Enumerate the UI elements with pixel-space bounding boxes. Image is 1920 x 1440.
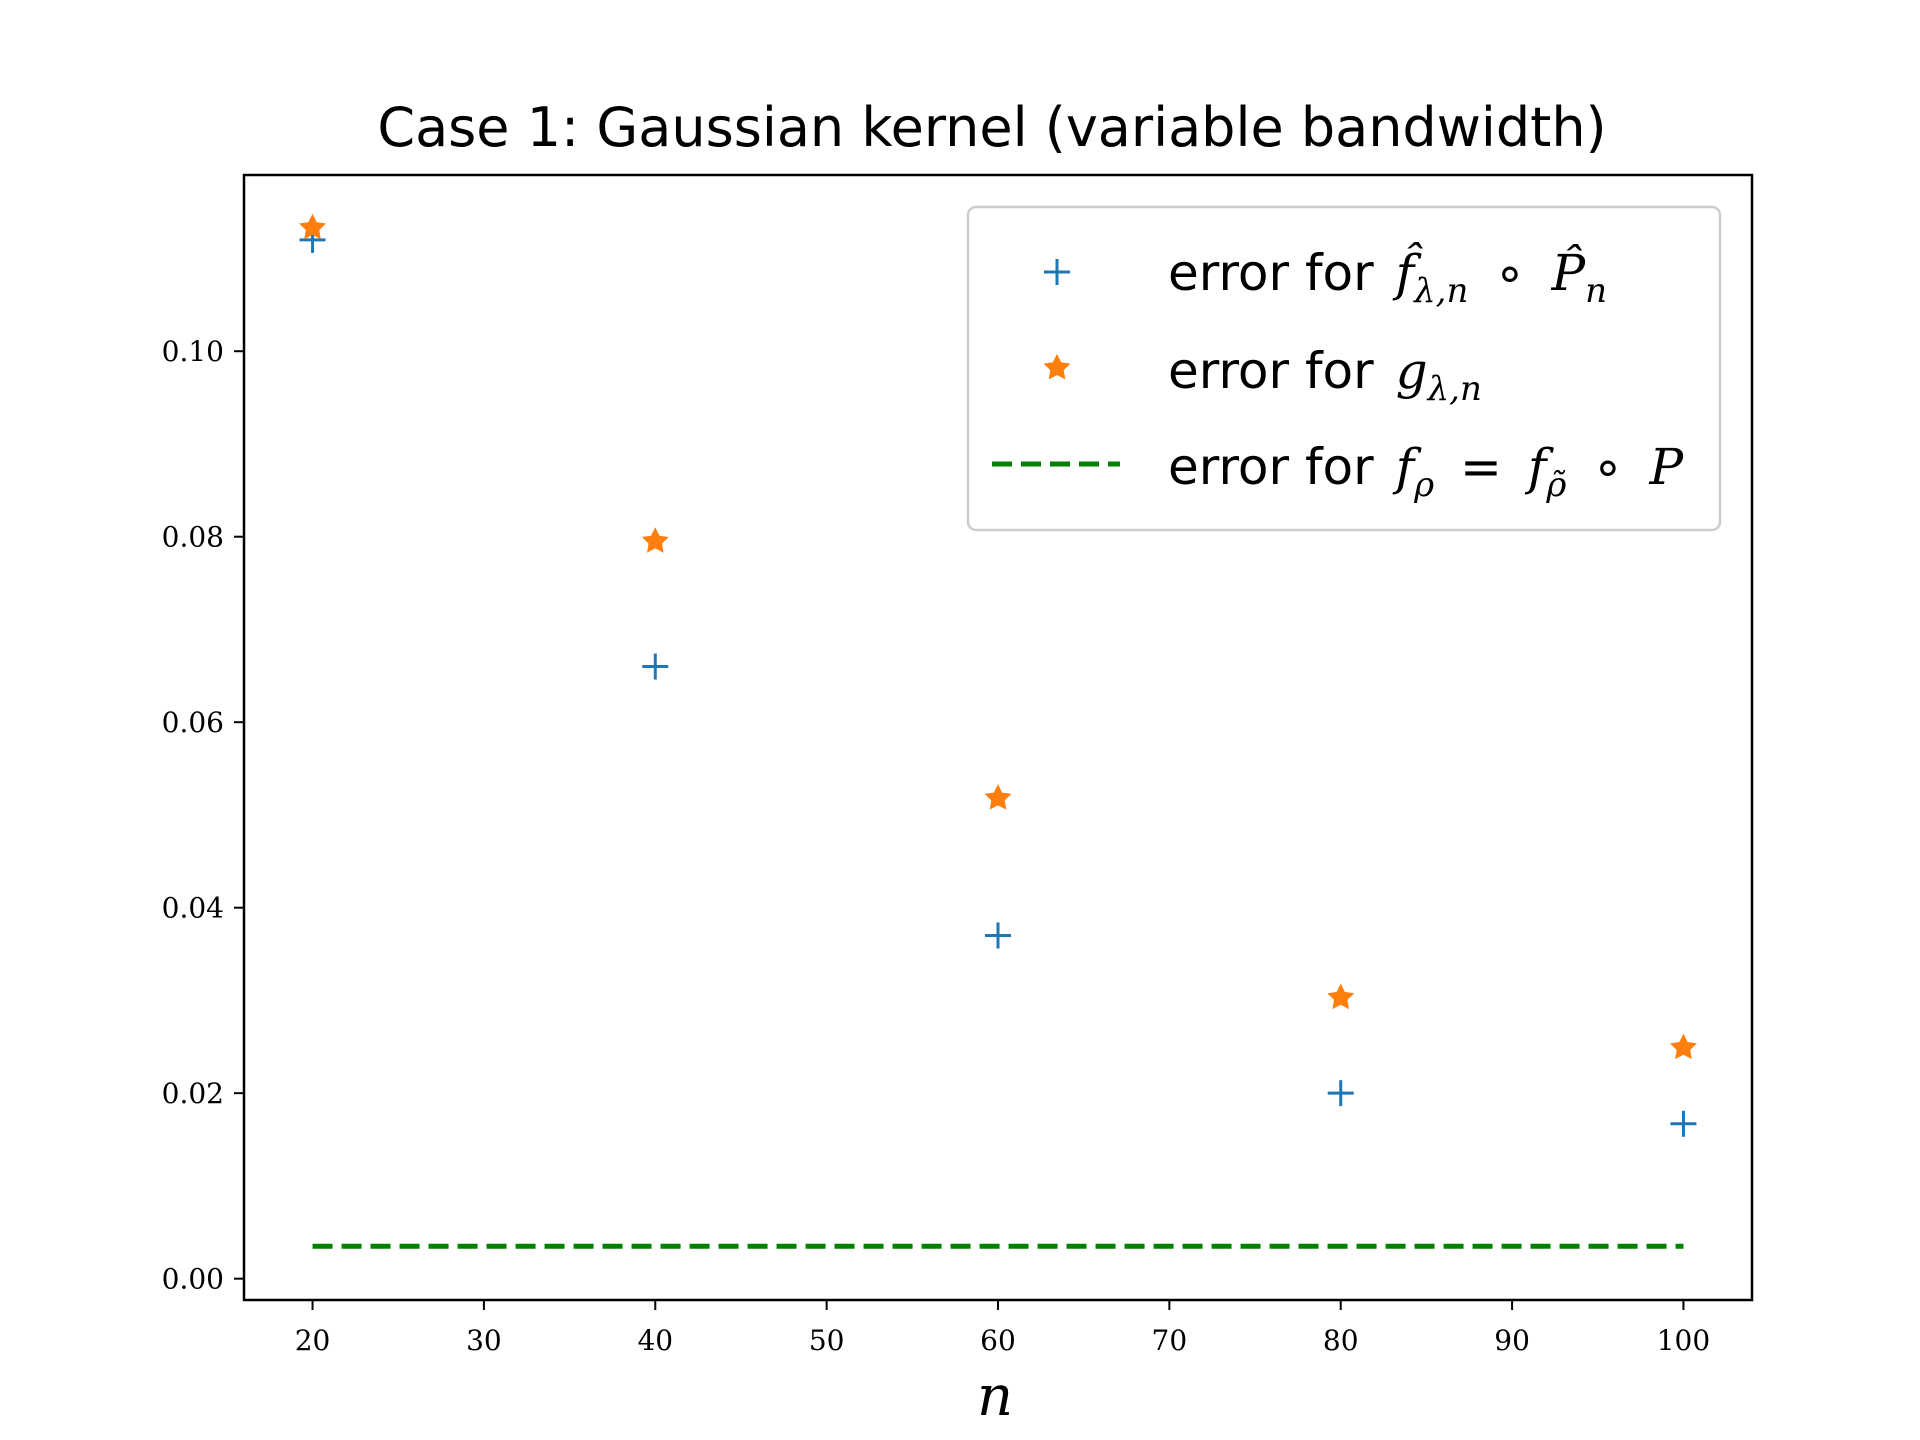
y-tick-label: 0.10 [162,335,224,368]
plus-point [1670,1110,1697,1137]
x-tick-label: 50 [809,1324,845,1357]
y-axis: 0.00 0.02 0.04 0.06 0.08 0.10 [162,335,244,1296]
legend-item-hat-f: error for f̂λ,n ∘ P̂n [1044,241,1607,314]
legend-item-g: error for gλ,n [1043,342,1482,409]
x-tick-label: 20 [295,1324,331,1357]
y-tick-label: 0.06 [162,706,224,739]
plus-point [1327,1080,1354,1107]
x-tick-label: 60 [980,1324,1016,1357]
legend-label-g: error for gλ,n [1168,342,1482,409]
y-tick-label: 0.08 [162,521,224,554]
legend-marker-plus [1044,259,1070,285]
plus-point [642,653,669,680]
plot-area: 20 30 40 50 60 70 80 90 100 0.00 0.02 0.04 0.06 0.08… [162,173,1754,1357]
star-point [1670,1033,1697,1060]
y-tick-label: 0.00 [162,1263,224,1296]
x-tick-label: 40 [637,1324,673,1357]
legend-marker-star [1043,353,1071,380]
legend: error for f̂λ,n ∘ P̂n error for gλ,n err… [966,205,1722,532]
star-point [984,784,1012,810]
legend-label-hat-f: error for f̂λ,n ∘ P̂n [1168,241,1607,314]
x-tick-label: 90 [1494,1324,1530,1357]
x-axis-label: n [977,1364,1013,1429]
x-axis: 20 30 40 50 60 70 80 90 100 [295,1300,1710,1357]
chart-title: Case 1: Gaussian kernel (variable bandwi… [377,96,1606,159]
x-tick-label: 70 [1152,1324,1188,1357]
legend-box [966,205,1722,532]
plus-point [985,922,1011,949]
y-tick-label: 0.02 [162,1077,224,1110]
series-layer [299,213,1697,1249]
y-tick-label: 0.04 [162,892,224,925]
star-point [299,213,326,240]
star-point [641,527,669,553]
star-point [1327,983,1355,1010]
x-tick-label: 100 [1657,1324,1710,1357]
x-tick-label: 30 [466,1324,502,1357]
x-tick-label: 80 [1323,1324,1359,1357]
